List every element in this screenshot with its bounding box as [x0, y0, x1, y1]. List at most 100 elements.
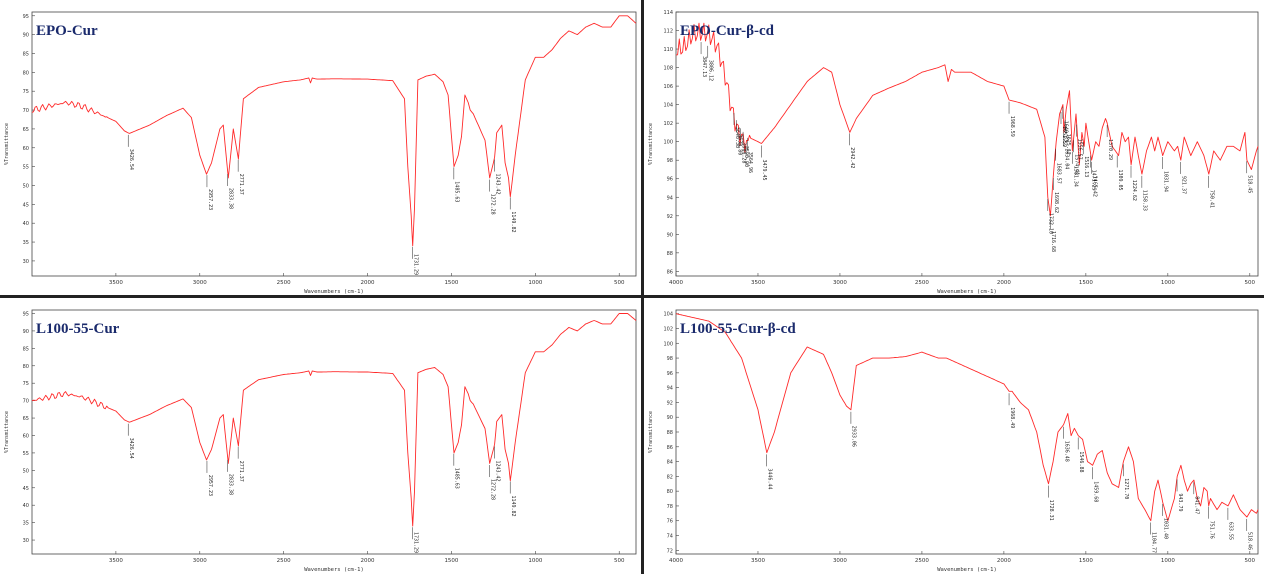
- y-tick-label: 86: [667, 445, 673, 451]
- peak-label: 518.46: [1247, 532, 1253, 550]
- y-tick-label: 102: [663, 121, 673, 127]
- y-tick-label: 45: [23, 202, 29, 208]
- y-axis-label: %Transmittance: [648, 411, 654, 453]
- x-tick-label: 1000: [528, 280, 542, 286]
- peak-label: 921.37: [1181, 176, 1187, 194]
- peak-label: 3606.28: [740, 142, 746, 163]
- chart-l100-55-cur: 30 35 40 45 50 55 60 65 70 75 80 85 90 95 3500 3000 2500…: [4, 309, 637, 573]
- spectrum-line: [675, 22, 1259, 217]
- panel-epo-cur-beta-cd: 86 88 90 92 94 96 98 100 102 104 106 108 110 112 114 40…: [644, 0, 1264, 296]
- y-tick-label: 65: [23, 416, 29, 422]
- y-tick-label: 85: [23, 51, 29, 57]
- peak-label: 1574.41: [1074, 154, 1080, 175]
- peak-label: 1698.62: [1053, 192, 1059, 213]
- peak-label: 1104.77: [1151, 532, 1157, 553]
- spectrum-line: [31, 313, 637, 527]
- x-tick-label: 4000: [669, 280, 683, 286]
- peak-label: 1728.31: [1048, 500, 1054, 521]
- peak-label: 2933.06: [851, 426, 857, 447]
- y-tick-label: 70: [23, 399, 29, 405]
- peak-label: 1485.63: [454, 181, 460, 202]
- y-tick-label: 90: [23, 329, 29, 335]
- y-tick-label: 35: [23, 521, 29, 527]
- peak-label: 1640.33: [1063, 121, 1069, 142]
- y-tick-label: 96: [667, 371, 673, 377]
- y-tick-label: 92: [667, 400, 673, 406]
- peak-label: 1516.13: [1083, 156, 1089, 177]
- y-tick-label: 45: [23, 486, 29, 492]
- y-tick-label: 98: [667, 158, 673, 164]
- y-tick-label: 75: [23, 89, 29, 95]
- panel-title: L100-55-Cur: [36, 321, 120, 337]
- y-tick-label: 90: [23, 33, 29, 39]
- peak-label: 1309.05: [1117, 170, 1123, 191]
- peak-label: 518.45: [1247, 175, 1253, 193]
- x-tick-label: 500: [614, 558, 625, 564]
- peak-label: 3590.90: [743, 146, 749, 167]
- peak-label: 1243.42: [494, 461, 500, 482]
- y-tick-label: 30: [23, 538, 29, 544]
- y-tick-label: 88: [667, 251, 673, 257]
- x-tick-label: 1000: [1161, 558, 1175, 564]
- plot-frame: [31, 11, 637, 277]
- peak-label: 2957.23: [207, 189, 213, 210]
- y-tick-label: 96: [667, 177, 673, 183]
- peak-label: 1625.12: [1065, 134, 1071, 155]
- y-tick-label: 78: [667, 504, 673, 510]
- peak-label: 3426.54: [128, 149, 134, 170]
- x-tick-label: 2500: [915, 558, 929, 564]
- y-tick-label: 65: [23, 127, 29, 133]
- chart-l100-55-cur-beta-cd: 72 74 76 78 80 82 84 86 88 90 92 94 96 98 100 102 104 400…: [648, 309, 1259, 573]
- y-tick-label: 40: [23, 503, 29, 509]
- y-axis-label: %Transmittance: [4, 411, 10, 453]
- panel-l100-55-cur: 30 35 40 45 50 55 60 65 70 75 80 85 90 95 3500 3000 2500…: [0, 298, 642, 574]
- x-tick-label: 500: [1245, 280, 1256, 286]
- x-axis-label: Wavenumbers (cm-1): [304, 567, 364, 573]
- y-axis-label: %Transmittance: [4, 123, 10, 165]
- chart-epo-cur-beta-cd: 86 88 90 92 94 96 98 100 102 104 106 108 110 112 114 40…: [648, 10, 1259, 295]
- y-tick-label: 85: [23, 346, 29, 352]
- y-tick-label: 50: [23, 183, 29, 189]
- peak-label: 3806.12: [708, 60, 714, 81]
- y-tick-label: 86: [667, 269, 673, 275]
- y-tick-label: 35: [23, 240, 29, 246]
- peak-label: 1471.29: [1090, 170, 1096, 191]
- spectrum-line: [31, 15, 637, 247]
- panel-title: L100-55-Cur-β-cd: [680, 321, 796, 337]
- y-axis-label: %Transmittance: [648, 123, 654, 165]
- x-tick-label: 2500: [277, 558, 291, 564]
- y-tick-label: 30: [23, 259, 29, 265]
- peak-label: 3564.96: [747, 152, 753, 173]
- y-tick-label: 92: [667, 214, 673, 220]
- y-tick-label: 80: [667, 489, 673, 495]
- y-tick-label: 90: [667, 415, 673, 421]
- peak-label: 1158.33: [1142, 190, 1148, 211]
- peak-label: 750.41: [1209, 190, 1215, 208]
- y-tick-label: 102: [663, 326, 673, 332]
- peak-label: 1732.10: [1048, 213, 1054, 234]
- peak-label: 2957.23: [207, 475, 213, 496]
- y-tick-label: 114: [663, 10, 673, 16]
- peak-label: 1272.28: [490, 479, 496, 500]
- peak-label: 2833.38: [228, 474, 234, 495]
- y-tick-label: 50: [23, 468, 29, 474]
- peak-label: 633.55: [1228, 522, 1234, 540]
- peak-label: 2942.42: [849, 147, 855, 168]
- plot-frame: [675, 309, 1259, 555]
- x-tick-label: 1500: [444, 558, 458, 564]
- chart-epo-cur: 30 35 40 45 50 55 60 65 70 75 80 85 90 95 3500 3000 2500…: [4, 11, 637, 295]
- panel-title: EPO-Cur-β-cd: [680, 23, 775, 39]
- y-tick-label: 40: [23, 221, 29, 227]
- peak-label: 1485.63: [454, 468, 460, 489]
- x-tick-label: 2000: [997, 280, 1011, 286]
- y-tick-label: 82: [667, 474, 673, 480]
- peak-label: 943.79: [1177, 493, 1183, 511]
- peak-label: 1634.04: [1064, 148, 1070, 169]
- x-tick-label: 2500: [277, 280, 291, 286]
- peak-label: 1968.59: [1009, 116, 1015, 137]
- spectrum-line: [675, 313, 1259, 522]
- x-tick-label: 1000: [1161, 280, 1175, 286]
- y-tick-label: 90: [667, 232, 673, 238]
- plot-frame: [675, 11, 1259, 277]
- peak-label: 1272.28: [490, 194, 496, 215]
